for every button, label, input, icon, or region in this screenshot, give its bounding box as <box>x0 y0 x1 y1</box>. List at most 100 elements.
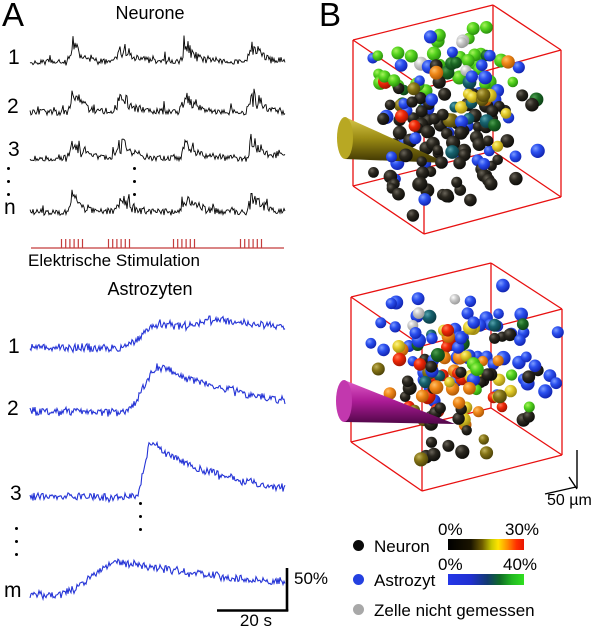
cell-sphere-black <box>486 105 499 118</box>
ellipsis-dots <box>133 167 136 196</box>
neuron-trace-3 <box>29 133 286 163</box>
cell-sphere-blue <box>423 30 438 44</box>
time-scalebar-label: 20 s <box>239 611 273 630</box>
cell-sphere-red <box>392 352 407 367</box>
cell-sphere-green <box>470 362 484 377</box>
cell-sphere-green <box>372 50 384 61</box>
cube-edge <box>492 4 562 51</box>
neurone-title: Neurone <box>115 3 185 23</box>
cell-sphere-yellow <box>460 350 472 362</box>
cell-sphere-black <box>377 112 390 125</box>
cell-sphere-blue <box>386 151 397 163</box>
cell-sphere-black <box>454 126 468 140</box>
cell-sphere-teal <box>445 145 460 159</box>
cube-edge <box>350 262 492 298</box>
astro-trace-3 <box>29 440 286 504</box>
cell-sphere-gray <box>449 294 461 305</box>
electrode-cone-base <box>337 117 353 159</box>
cell-sphere-blue <box>476 59 488 71</box>
scale-axis-diagonal <box>544 486 577 495</box>
cell-sphere-yellow <box>466 91 479 103</box>
cell-sphere-orange <box>429 380 444 395</box>
cell-sphere-red <box>408 120 421 132</box>
cell-sphere-blue <box>528 359 542 373</box>
cell-sphere-green <box>391 46 405 60</box>
cell-sphere-black <box>442 439 455 452</box>
cube-edge <box>350 441 423 492</box>
cell-sphere-darkgreen <box>488 118 501 132</box>
cell-sphere-olive <box>479 446 494 460</box>
electrode-cone <box>345 117 447 163</box>
cell-sphere-black <box>451 176 463 188</box>
cell-sphere-blue <box>514 334 526 346</box>
cell-sphere-blue <box>385 297 397 310</box>
cell-sphere-blue <box>425 93 439 106</box>
cell-sphere-black <box>522 410 535 423</box>
cell-sphere-orange <box>492 355 504 367</box>
cell-sphere-blue <box>464 295 477 307</box>
cell-sphere-green <box>466 22 480 35</box>
cell-sphere-black <box>484 177 498 191</box>
cell-sphere-black <box>440 188 454 203</box>
ellipsis-dots <box>139 502 142 531</box>
stimulation-label: Elektrische Stimulation <box>28 251 200 270</box>
cell-sphere-green <box>404 49 418 63</box>
cell-sphere-red <box>496 401 508 413</box>
cell-sphere-olive <box>371 362 385 376</box>
cell-sphere-green <box>506 369 518 381</box>
cell-sphere-green <box>426 46 442 61</box>
cube-edge <box>423 196 562 235</box>
cube-edge <box>352 185 425 235</box>
cube-edge <box>490 262 563 310</box>
cell-sphere-teal <box>488 318 502 332</box>
astrozyten-title: Astrozyten <box>107 279 193 299</box>
cell-sphere-yellow <box>444 376 455 388</box>
cell-sphere-gray <box>412 307 425 319</box>
cube-edge <box>490 407 563 456</box>
not-measured-legend-label: Zelle nicht gemessen <box>374 601 535 620</box>
cell-sphere-darkgreen <box>516 318 529 331</box>
astro-trace-m <box>29 558 286 602</box>
neuron-trace-label-1: 1 <box>8 46 20 69</box>
cell-sphere-teal <box>422 309 437 324</box>
cell-sphere-black <box>427 447 441 462</box>
cell-sphere-black <box>435 156 448 169</box>
cell-sphere-black <box>453 156 466 170</box>
cell-sphere-black <box>525 97 539 112</box>
cell-sphere-yellow <box>504 384 517 398</box>
astro-colorbar-max: 40% <box>503 555 538 574</box>
cell-sphere-black <box>434 402 446 414</box>
cell-sphere-blue <box>509 150 522 163</box>
cell-sphere-orange <box>452 396 466 409</box>
cell-sphere-blue <box>418 193 432 206</box>
cell-sphere-blue <box>426 332 438 345</box>
cube-edge <box>492 150 562 198</box>
cell-sphere-black <box>432 144 443 156</box>
cube-edge <box>350 296 423 347</box>
neuron-colorbar <box>448 539 524 550</box>
cell-sphere-gray <box>456 37 468 49</box>
cell-sphere-black <box>489 332 501 344</box>
cell-sphere-black <box>384 99 396 111</box>
cell-sphere-black <box>503 328 517 342</box>
cell-sphere-black <box>392 187 405 201</box>
astrocyte-legend-label: Astrozyt <box>374 571 436 590</box>
cell-sphere-green <box>461 54 475 67</box>
cell-sphere-blue <box>394 59 408 72</box>
cell-sphere-blue <box>451 341 465 354</box>
cell-sphere-black <box>401 375 414 388</box>
cell-sphere-orange <box>383 387 397 400</box>
cell-sphere-blue <box>551 326 564 339</box>
cell-sphere-yellow <box>454 101 468 114</box>
cell-sphere-yellow <box>492 140 504 152</box>
cell-sphere-blue <box>465 70 478 83</box>
cell-sphere-yellow <box>392 340 406 353</box>
cell-sphere-olive <box>414 452 429 467</box>
cell-sphere-red <box>395 109 409 123</box>
cell-sphere-black <box>516 89 529 102</box>
neuron-colorbar-max: 30% <box>505 520 540 539</box>
cell-sphere-blue <box>496 278 510 293</box>
cell-sphere-black <box>416 166 429 180</box>
cell-sphere-blue <box>409 132 422 145</box>
